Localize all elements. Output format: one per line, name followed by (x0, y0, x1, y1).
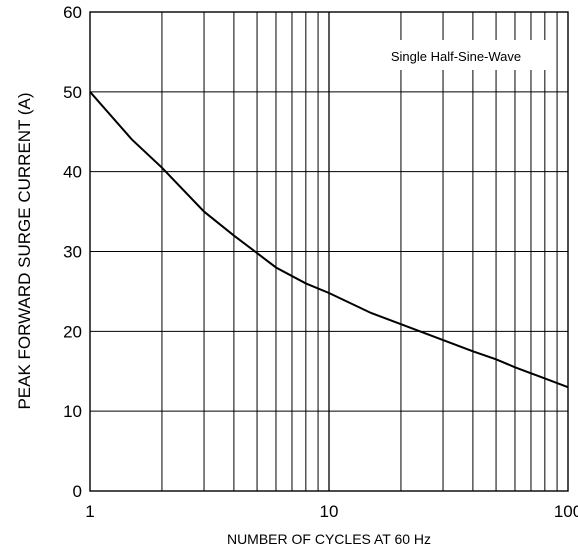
annotation-box (365, 40, 547, 70)
x-tick-label: 100 (554, 502, 578, 521)
y-tick-label: 10 (63, 402, 82, 421)
plot-frame (89, 11, 569, 492)
annotation-text: Single Half-Sine-Wave (391, 49, 521, 64)
surge-current-curve (89, 91, 569, 389)
y-tick-label: 0 (73, 482, 82, 501)
y-tick-label: 50 (63, 83, 82, 102)
x-tick-label: 1 (85, 502, 94, 521)
y-axis-label: PEAK FORWARD SURGE CURRENT (A) (15, 92, 34, 409)
y-tick-labels: 0 10 20 30 40 50 60 (63, 3, 82, 501)
grid (90, 12, 568, 491)
x-tick-label: 10 (320, 502, 339, 521)
x-axis-label: NUMBER OF CYCLES AT 60 Hz (227, 531, 431, 547)
y-tick-label: 60 (63, 3, 82, 22)
x-tick-labels: 1 10 100 (85, 502, 578, 521)
y-tick-label: 30 (63, 243, 82, 262)
y-tick-label: 40 (63, 163, 82, 182)
y-tick-label: 20 (63, 322, 82, 341)
